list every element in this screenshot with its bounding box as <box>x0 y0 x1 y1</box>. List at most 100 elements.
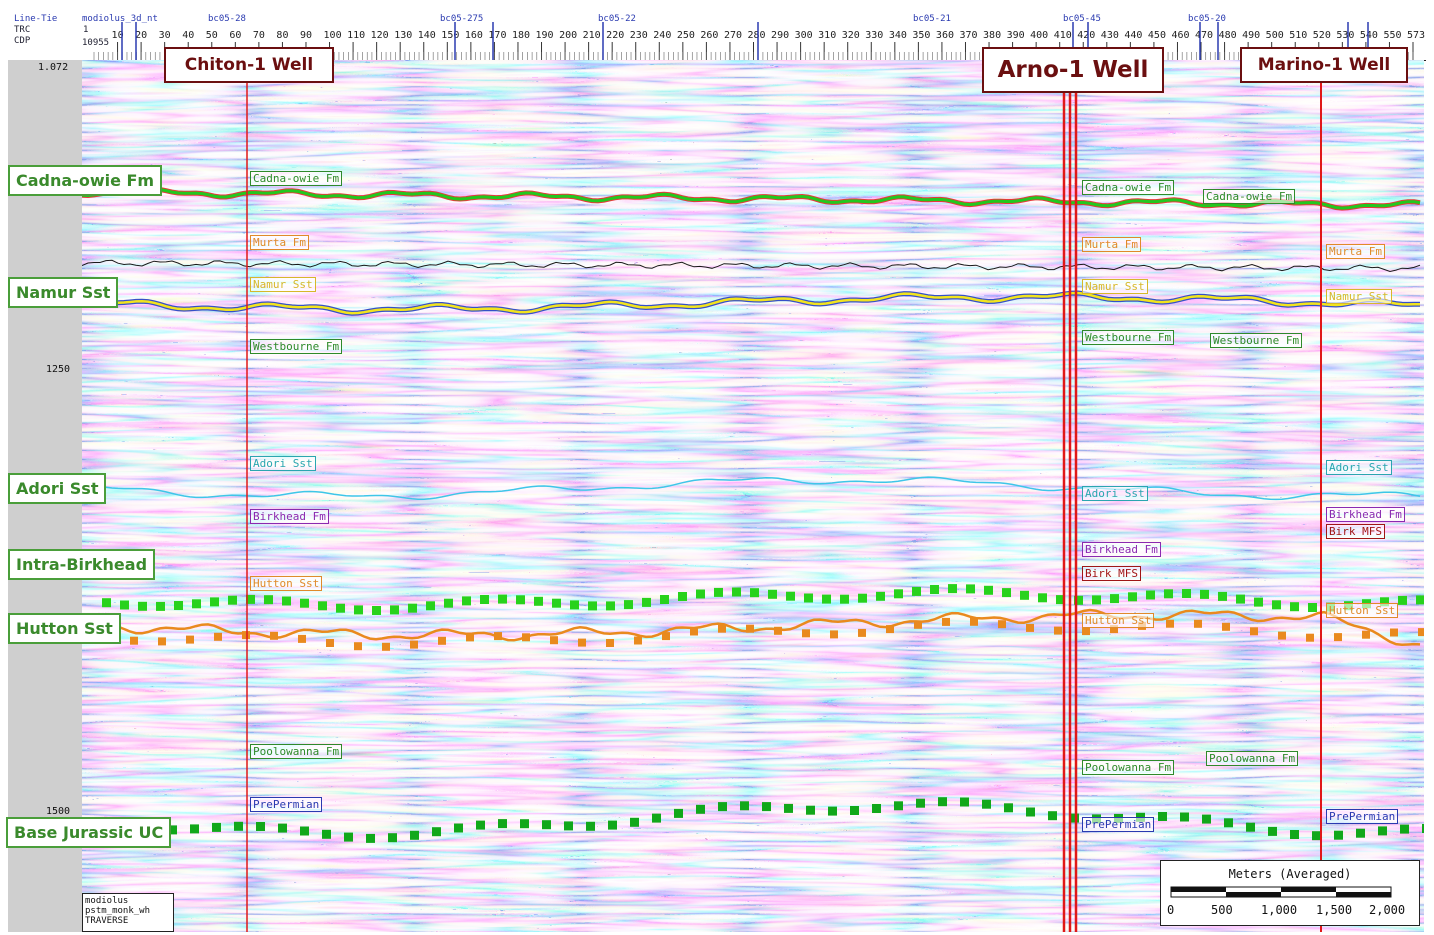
base-jurassic-pick <box>740 801 749 811</box>
base-jurassic-pick <box>718 802 727 812</box>
intra-birkhead-pick <box>660 595 669 604</box>
base-jurassic-pick <box>1158 812 1167 821</box>
hutton-pick <box>1278 631 1286 640</box>
well-pick-label: Westbourne Fm <box>1082 330 1175 345</box>
hutton-pick <box>494 632 502 641</box>
horizon-label-namur: Namur Sst <box>8 277 119 308</box>
hutton-pick <box>1306 633 1314 642</box>
well-pick-label: Hutton Sst <box>1326 603 1399 618</box>
base-jurassic-pick <box>432 827 441 837</box>
well-pick-label: Adori Sst <box>1326 460 1392 475</box>
base-jurassic-pick <box>1422 824 1424 833</box>
well-pick-label: Birkhead Fm <box>250 509 329 524</box>
intra-birkhead-pick <box>1182 589 1191 598</box>
well-pick-label: Murta Fm <box>250 235 309 250</box>
axis-tick-label: 110 <box>347 30 365 41</box>
axis-tick-label: 210 <box>583 30 601 41</box>
intra-birkhead-pick <box>246 594 255 604</box>
well-pick-label: PrePermian <box>1082 817 1155 832</box>
axis-row-cdp: CDP <box>14 36 31 46</box>
adori-horizon <box>82 476 1421 501</box>
axis-tick-label: 480 <box>1219 30 1237 41</box>
axis-row-trc: TRC <box>14 25 31 35</box>
intra-birkhead-pick <box>642 597 651 607</box>
first-trace-tick: 1 <box>83 25 89 35</box>
axis-tick-label: 330 <box>865 30 883 41</box>
base-jurassic-pick <box>630 817 639 827</box>
axis-tick-label: 360 <box>936 30 954 41</box>
axis-tick-label: 390 <box>1007 30 1025 41</box>
intra-birkhead-pick <box>1236 594 1245 604</box>
intra-birkhead-pick <box>192 599 201 609</box>
axis-tick-label: 280 <box>748 30 766 41</box>
intra-birkhead-pick <box>876 591 885 601</box>
base-jurassic-pick <box>652 813 661 823</box>
axis-tick-label: 520 <box>1313 30 1331 41</box>
axis-tick-label: 250 <box>677 30 695 41</box>
well-pick-label: Poolowanna Fm <box>1206 751 1299 766</box>
hutton-pick <box>578 638 586 647</box>
intra-birkhead-pick <box>1398 595 1407 605</box>
intra-birkhead-pick <box>768 589 777 599</box>
intra-birkhead-pick <box>102 598 111 608</box>
axis-tick-label: 290 <box>771 30 789 41</box>
axis-tick-label: 90 <box>300 30 312 41</box>
intra-birkhead-pick <box>1074 595 1083 605</box>
intra-birkhead-pick <box>570 600 579 610</box>
well-pick-label: Namur Sst <box>250 277 316 292</box>
scale-tick-label: 1,000 <box>1261 903 1298 917</box>
intra-birkhead-pick <box>912 586 921 596</box>
intra-birkhead-pick <box>966 584 975 594</box>
intra-birkhead-pick <box>894 589 903 599</box>
hutton-pick <box>718 624 726 633</box>
axis-tick-label: 170 <box>488 30 506 41</box>
intra-birkhead-pick <box>426 601 435 611</box>
intra-birkhead-pick <box>624 600 633 610</box>
axis-tick-label: 550 <box>1383 30 1401 41</box>
intra-birkhead-pick <box>336 603 345 613</box>
intra-birkhead-pick <box>1056 595 1065 605</box>
base-jurassic-pick <box>586 821 595 831</box>
axis-tick-label: 130 <box>394 30 412 41</box>
hutton-pick <box>1250 627 1258 636</box>
intra-birkhead-pick <box>444 598 453 608</box>
base-jurassic-pick <box>1378 826 1387 836</box>
intra-birkhead-pick <box>804 593 813 603</box>
seismic-image <box>82 60 1424 932</box>
axis-tick-label: 80 <box>276 30 288 41</box>
intra-birkhead-pick <box>750 588 759 598</box>
axis-tick-label: 370 <box>959 30 977 41</box>
intra-birkhead-pick <box>1092 595 1101 605</box>
axis-tick-label: 310 <box>818 30 836 41</box>
intra-birkhead-pick <box>210 597 219 607</box>
well-pick-label: Birkhead Fm <box>1082 542 1161 557</box>
base-jurassic-pick <box>828 806 837 816</box>
hutton-pick <box>214 632 222 641</box>
time-label: 1.072 <box>38 62 69 73</box>
base-jurassic-pick <box>564 821 573 831</box>
hutton-pick <box>326 639 334 647</box>
hutton-pick <box>158 637 166 646</box>
base-jurassic-pick <box>322 829 331 839</box>
hutton-pick <box>662 632 670 641</box>
well-pick-label: Birkhead Fm <box>1326 507 1405 522</box>
axis-tick-label: 573 <box>1407 30 1425 41</box>
time-label: 1250 <box>46 364 71 375</box>
base-jurassic-pick <box>212 822 221 832</box>
well-pick-label: Hutton Sst <box>250 576 323 591</box>
intra-birkhead-pick <box>282 596 291 606</box>
hutton-pick <box>1054 626 1062 635</box>
base-jurassic-pick <box>1312 831 1321 841</box>
hutton-pick <box>1082 627 1090 636</box>
intra-birkhead-pick <box>930 585 939 594</box>
intra-birkhead-pick <box>678 592 687 601</box>
hutton-pick <box>1390 628 1398 637</box>
intra-birkhead-pick <box>480 595 489 604</box>
hutton-pick <box>382 642 390 651</box>
horizon-label-adori: Adori Sst <box>8 473 107 504</box>
intra-birkhead-pick <box>1110 594 1119 604</box>
hutton-pick <box>410 640 418 649</box>
hutton-pick <box>1110 625 1118 634</box>
well-pick-label: PrePermian <box>250 797 323 812</box>
intra-birkhead-pick <box>858 593 867 603</box>
